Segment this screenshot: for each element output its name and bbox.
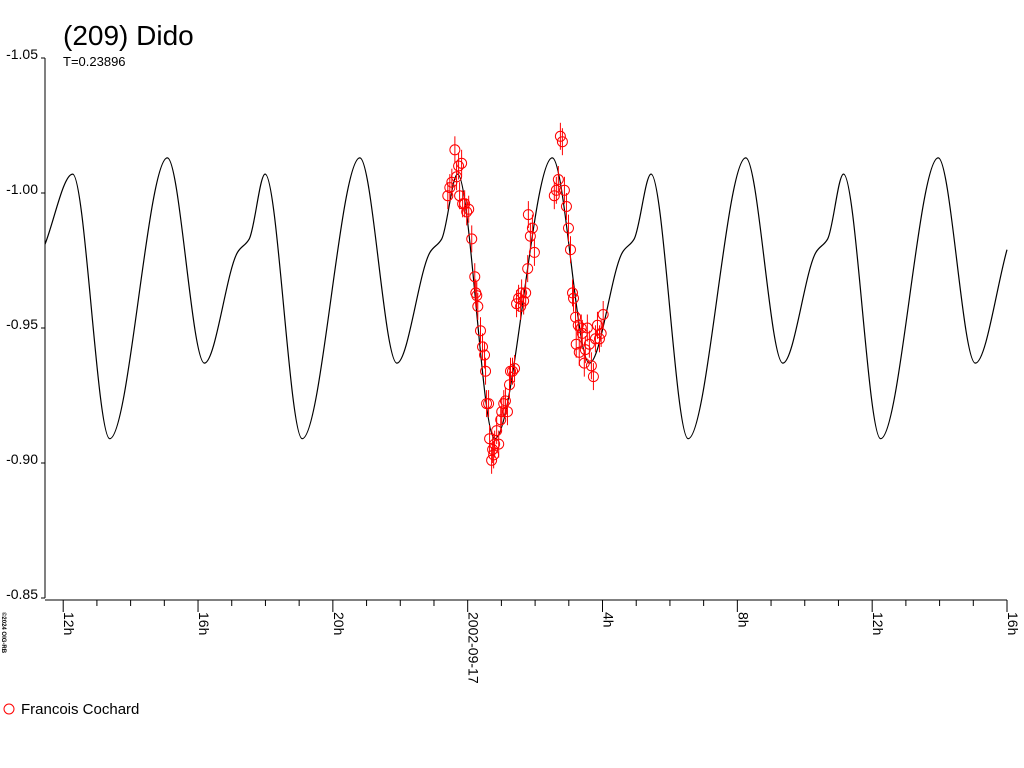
data-point: [474, 325, 486, 337]
data-point: [486, 454, 498, 466]
data-point: [570, 338, 582, 350]
data-point: [501, 406, 513, 418]
y-tick-label: -0.85: [6, 586, 38, 602]
data-point: [528, 246, 540, 258]
data-point: [518, 295, 530, 307]
x-tick-label: 12h: [61, 612, 77, 635]
legend-marker: [3, 703, 15, 715]
data-point: [524, 230, 536, 242]
data-point: [499, 395, 511, 407]
data-point: [548, 190, 560, 202]
data-point: [575, 322, 587, 334]
data-point: [495, 414, 507, 426]
x-tick-label: 2002-09-17: [466, 612, 482, 684]
data-point: [489, 438, 501, 450]
data-point: [477, 341, 489, 353]
y-tick-label: -0.95: [6, 316, 38, 332]
data-point: [472, 300, 484, 312]
legend-label: Francois Cochard: [21, 701, 139, 718]
x-tick-label: 4h: [601, 612, 617, 628]
data-point: [550, 184, 562, 196]
data-point: [520, 287, 532, 299]
data-point: [516, 287, 528, 299]
data-point: [570, 311, 582, 323]
data-point: [556, 136, 568, 148]
x-tick-label: 16h: [196, 612, 212, 635]
data-point: [480, 365, 492, 377]
data-point: [463, 203, 475, 215]
data-point: [558, 184, 570, 196]
data-point: [583, 338, 595, 350]
data-point: [585, 360, 597, 372]
y-tick-label: -1.00: [6, 181, 38, 197]
data-point: [562, 222, 574, 234]
data-point: [493, 438, 505, 450]
data-point: [587, 371, 599, 383]
data-point: [507, 365, 519, 377]
y-tick-label: -0.90: [6, 451, 38, 467]
data-point: [449, 144, 461, 156]
chart-title: (209) Dido: [63, 20, 194, 51]
data-point: [593, 333, 605, 345]
x-tick-label: 12h: [870, 612, 886, 635]
data-point: [487, 444, 499, 455]
data-point: [444, 182, 456, 194]
chart-subtitle: T=0.23896: [63, 54, 126, 69]
data-point: [564, 244, 576, 256]
data-point: [560, 201, 572, 212]
data-point: [461, 206, 473, 218]
data-point: [466, 233, 478, 245]
data-point: [552, 174, 564, 185]
y-tick-label: -1.05: [6, 46, 38, 62]
data-point: [456, 157, 468, 169]
data-point: [554, 130, 566, 142]
data-point: [509, 363, 521, 374]
data-point: [442, 190, 454, 202]
data-point: [581, 322, 593, 334]
data-point: [469, 271, 481, 283]
data-point: [578, 357, 590, 369]
x-tick-label: 16h: [1005, 612, 1021, 635]
data-point: [522, 209, 534, 221]
data-point: [491, 425, 503, 437]
x-tick-label: 20h: [331, 612, 347, 635]
data-point: [471, 290, 483, 302]
x-tick-label: 8h: [735, 612, 751, 628]
credit: ©2024 OIG-RB: [0, 612, 7, 654]
data-point: [597, 309, 609, 320]
data-point: [479, 349, 491, 361]
data-point: [483, 398, 495, 410]
data-point: [453, 160, 465, 172]
data-point: [595, 327, 607, 339]
data-point: [503, 379, 515, 391]
data-point: [568, 292, 580, 304]
data-point: [522, 263, 534, 275]
data-point: [526, 222, 538, 234]
data-point: [496, 406, 508, 418]
data-point: [567, 287, 579, 299]
